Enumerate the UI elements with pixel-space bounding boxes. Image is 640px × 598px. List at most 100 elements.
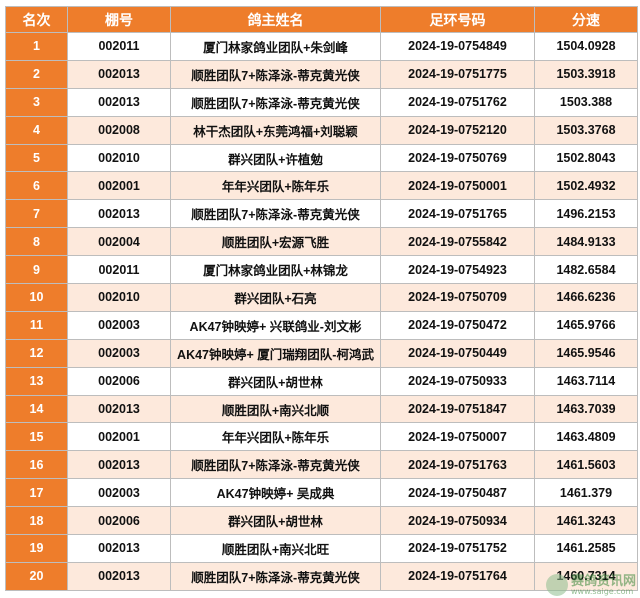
cell-loft-number: 002013 <box>67 450 171 480</box>
header-rank: 名次 <box>5 6 68 33</box>
cell-speed: 1461.5603 <box>534 450 638 480</box>
cell-loft-number: 002011 <box>67 32 171 61</box>
cell-owner-name: 厦门林家鸽业团队+林锦龙 <box>170 255 381 285</box>
cell-speed: 1484.9133 <box>534 227 638 257</box>
table-row: 11 002003 AK47钟映婷+ 兴联鸽业-刘文彬 2024-19-0750472… <box>5 310 638 340</box>
table-row: 14 002013 顺胜团队+南兴北顺 2024-19-0751847 1463.703… <box>5 394 638 424</box>
cell-speed: 1465.9546 <box>534 338 638 368</box>
cell-rank: 19 <box>5 534 68 563</box>
cell-loft-number: 002013 <box>67 199 171 229</box>
cell-ring-number: 2024-19-0751763 <box>380 450 535 480</box>
cell-speed: 1503.388 <box>534 87 638 117</box>
cell-rank: 9 <box>5 255 68 285</box>
cell-loft-number: 002003 <box>67 338 171 368</box>
cell-ring-number: 2024-19-0751762 <box>380 87 535 117</box>
cell-loft-number: 002013 <box>67 534 171 563</box>
cell-rank: 7 <box>5 199 68 229</box>
cell-rank: 8 <box>5 227 68 257</box>
table-row: 7 002013 顺胜团队7+陈泽泳-蒂克黄光侠 2024-19-0751765 149… <box>5 199 638 229</box>
cell-rank: 12 <box>5 338 68 368</box>
cell-ring-number: 2024-19-0752120 <box>380 115 535 145</box>
cell-speed: 1502.4932 <box>534 171 638 201</box>
cell-owner-name: 顺胜团队7+陈泽泳-蒂克黄光侠 <box>170 199 381 229</box>
cell-owner-name: 群兴团队+胡世林 <box>170 366 381 396</box>
cell-ring-number: 2024-19-0751847 <box>380 394 535 424</box>
cell-owner-name: 年年兴团队+陈年乐 <box>170 422 381 452</box>
cell-speed: 1463.7039 <box>534 394 638 424</box>
table-row: 13 002006 群兴团队+胡世林 2024-19-0750933 1463.7114 <box>5 366 638 396</box>
cell-speed: 1461.3243 <box>534 506 638 536</box>
table-row: 3 002013 顺胜团队7+陈泽泳-蒂克黄光侠 2024-19-0751762 150… <box>5 87 638 117</box>
table-row: 6 002001 年年兴团队+陈年乐 2024-19-0750001 1502.4932 <box>5 171 638 201</box>
cell-loft-number: 002010 <box>67 283 171 312</box>
cell-loft-number: 002013 <box>67 59 171 89</box>
cell-speed: 1503.3918 <box>534 59 638 89</box>
cell-rank: 3 <box>5 87 68 117</box>
cell-owner-name: 群兴团队+许植勉 <box>170 143 381 173</box>
table-row: 1 002011 厦门林家鸽业团队+朱剑峰 2024-19-0754849 1504.0… <box>5 32 638 61</box>
cell-speed: 1461.379 <box>534 478 638 508</box>
cell-loft-number: 002013 <box>67 87 171 117</box>
cell-speed: 1463.4809 <box>534 422 638 452</box>
cell-speed: 1504.0928 <box>534 32 638 61</box>
cell-rank: 5 <box>5 143 68 173</box>
cell-rank: 4 <box>5 115 68 145</box>
cell-speed: 1502.8043 <box>534 143 638 173</box>
cell-owner-name: 厦门林家鸽业团队+朱剑峰 <box>170 32 381 61</box>
table-row: 17 002003 AK47钟映婷+ 吴成典 2024-19-0750487 1461.… <box>5 478 638 508</box>
table-row: 15 002001 年年兴团队+陈年乐 2024-19-0750007 1463.480… <box>5 422 638 452</box>
table-row: 2 002013 顺胜团队7+陈泽泳-蒂克黄光侠 2024-19-0751775 150… <box>5 59 638 89</box>
cell-ring-number: 2024-19-0754849 <box>380 32 535 61</box>
cell-ring-number: 2024-19-0750934 <box>380 506 535 536</box>
cell-rank: 1 <box>5 32 68 61</box>
cell-owner-name: 群兴团队+石亮 <box>170 283 381 312</box>
header-owner-name: 鸽主姓名 <box>170 6 381 33</box>
cell-rank: 15 <box>5 422 68 452</box>
cell-owner-name: 顺胜团队7+陈泽泳-蒂克黄光侠 <box>170 59 381 89</box>
cell-ring-number: 2024-19-0754923 <box>380 255 535 285</box>
cell-loft-number: 002008 <box>67 115 171 145</box>
cell-ring-number: 2024-19-0755842 <box>380 227 535 257</box>
cell-rank: 10 <box>5 283 68 312</box>
header-loft-number: 棚号 <box>67 6 171 33</box>
cell-owner-name: 年年兴团队+陈年乐 <box>170 171 381 201</box>
cell-owner-name: 顺胜团队7+陈泽泳-蒂克黄光侠 <box>170 561 381 591</box>
cell-speed: 1496.2153 <box>534 199 638 229</box>
cell-rank: 17 <box>5 478 68 508</box>
cell-owner-name: 顺胜团队7+陈泽泳-蒂克黄光侠 <box>170 87 381 117</box>
results-table: 名次 棚号 鸽主姓名 足环号码 分速 1 002011 厦门林家鸽业团队+朱剑峰 20… <box>5 6 638 591</box>
table-row: 10 002010 群兴团队+石亮 2024-19-0750709 1466.6236 <box>5 283 638 312</box>
cell-ring-number: 2024-19-0750001 <box>380 171 535 201</box>
cell-speed: 1465.9766 <box>534 310 638 340</box>
header-speed: 分速 <box>534 6 638 33</box>
cell-loft-number: 002001 <box>67 171 171 201</box>
cell-loft-number: 002006 <box>67 366 171 396</box>
cell-loft-number: 002004 <box>67 227 171 257</box>
table-row: 18 002006 群兴团队+胡世林 2024-19-0750934 1461.3243 <box>5 506 638 536</box>
cell-rank: 16 <box>5 450 68 480</box>
cell-speed: 1463.7114 <box>534 366 638 396</box>
cell-rank: 20 <box>5 561 68 591</box>
table-row: 4 002008 林干杰团队+东莞鸿福+刘聪颖 2024-19-0752120 1503… <box>5 115 638 145</box>
cell-ring-number: 2024-19-0750709 <box>380 283 535 312</box>
cell-loft-number: 002013 <box>67 394 171 424</box>
cell-owner-name: 顺胜团队+南兴北旺 <box>170 534 381 563</box>
table-header-row: 名次 棚号 鸽主姓名 足环号码 分速 <box>5 6 638 33</box>
results-table-container: 名次 棚号 鸽主姓名 足环号码 分速 1 002011 厦门林家鸽业团队+朱剑峰 20… <box>5 6 638 591</box>
cell-rank: 6 <box>5 171 68 201</box>
cell-loft-number: 002011 <box>67 255 171 285</box>
cell-loft-number: 002006 <box>67 506 171 536</box>
cell-speed: 1461.2585 <box>534 534 638 563</box>
cell-owner-name: 林干杰团队+东莞鸿福+刘聪颖 <box>170 115 381 145</box>
header-ring-number: 足环号码 <box>380 6 535 33</box>
cell-loft-number: 002013 <box>67 561 171 591</box>
cell-ring-number: 2024-19-0750007 <box>380 422 535 452</box>
cell-owner-name: 顺胜团队7+陈泽泳-蒂克黄光侠 <box>170 450 381 480</box>
table-row: 20 002013 顺胜团队7+陈泽泳-蒂克黄光侠 2024-19-0751764 14… <box>5 561 638 591</box>
cell-ring-number: 2024-19-0751764 <box>380 561 535 591</box>
table-row: 5 002010 群兴团队+许植勉 2024-19-0750769 1502.8043 <box>5 143 638 173</box>
cell-owner-name: AK47钟映婷+ 兴联鸽业-刘文彬 <box>170 310 381 340</box>
cell-ring-number: 2024-19-0750933 <box>380 366 535 396</box>
table-row: 16 002013 顺胜团队7+陈泽泳-蒂克黄光侠 2024-19-0751763 14… <box>5 450 638 480</box>
cell-owner-name: 群兴团队+胡世林 <box>170 506 381 536</box>
